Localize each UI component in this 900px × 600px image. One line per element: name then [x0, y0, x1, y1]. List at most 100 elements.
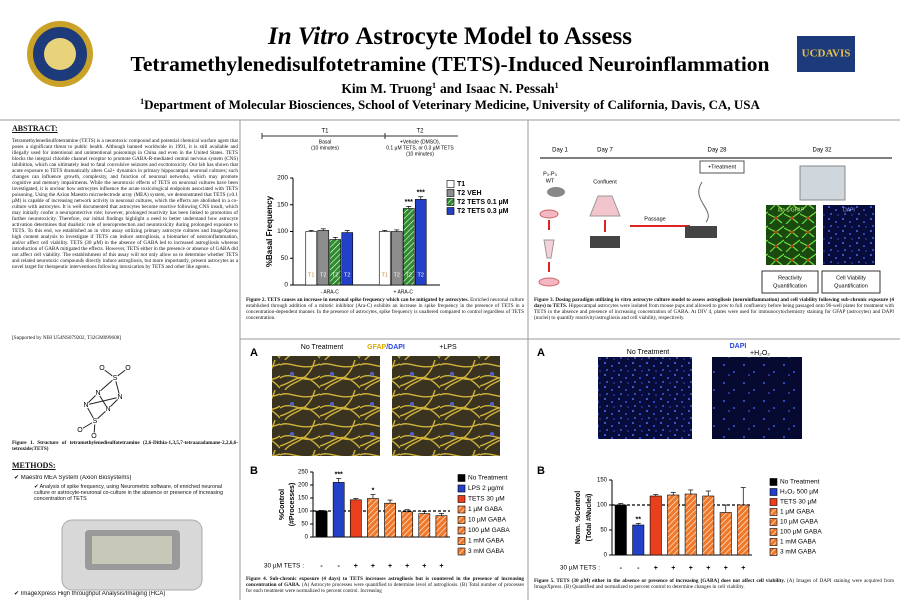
atom-bg — [82, 401, 90, 409]
timeline-label: T2 — [416, 129, 424, 135]
legend-label: 1 µM GABA — [780, 509, 815, 516]
title-rest: Astrocyte Model to Assess — [355, 23, 632, 50]
stain-label: DAPI — [730, 343, 747, 350]
error-bar — [406, 206, 412, 209]
affiliation-sup: 1 — [140, 97, 144, 106]
box-label: Quantification — [773, 283, 807, 289]
panel-label: B — [250, 465, 258, 477]
microscope — [799, 165, 846, 201]
significance: ** — [636, 516, 642, 523]
abstract-text: Tetramethylenedisulfotetramine (TETS) is… — [12, 138, 238, 270]
legend-swatch — [457, 537, 466, 545]
logo-text: UCDAVIS — [802, 48, 851, 60]
caption-title: Figure 4. Sub-chronic exposure (4 days) … — [246, 576, 524, 588]
y-tick-label: 200 — [277, 175, 288, 182]
stain-label: GFAP/DAPI — [367, 344, 405, 351]
atom: N — [83, 402, 88, 409]
legend-swatch — [446, 207, 455, 215]
flask — [589, 195, 621, 217]
error-bar — [705, 490, 711, 496]
bar — [719, 512, 732, 556]
atom: S — [93, 418, 98, 425]
legend-swatch — [446, 198, 455, 206]
panel-label: A — [250, 347, 258, 359]
author-sup: 1 — [432, 81, 436, 90]
treatment-sign: + — [654, 565, 658, 572]
treatment-label: +Treatment — [708, 164, 737, 170]
timeline-text: (10 minutes) — [406, 151, 434, 157]
quant-box — [761, 270, 819, 294]
box-label: Cell Viability — [836, 275, 866, 281]
legend-swatch — [457, 495, 466, 503]
author: Isaac N. Pessah — [466, 81, 555, 96]
legend-label: T2 VEH — [457, 190, 482, 197]
panel-label: B — [537, 465, 545, 477]
fig2-caption: Figure 2. TETS causes an increase in neu… — [246, 297, 524, 337]
fig5-caption: Figure 5. TETS (30 µM) either in the abs… — [534, 578, 894, 600]
image-label: No Treatment — [301, 344, 343, 351]
significance: *** — [405, 199, 413, 206]
timeline-text: Basal — [319, 139, 332, 145]
bond — [85, 396, 121, 406]
micrograph-lps — [392, 356, 500, 456]
legend-swatch — [769, 528, 778, 536]
error-bar — [370, 494, 376, 499]
bar-label: T2 — [394, 272, 400, 278]
caption-text: Enriched neuronal culture established th… — [246, 297, 524, 321]
logo-left — [27, 21, 93, 87]
legend-label: 1 mM GABA — [468, 538, 505, 545]
bar — [614, 504, 627, 556]
bond — [97, 377, 116, 394]
legend-swatch — [457, 516, 466, 524]
caption-text: (A) Images of DAPI staining were acquire… — [534, 578, 894, 590]
x-tick-label: + ARA-C — [393, 289, 413, 295]
y-tick-label: 200 — [298, 483, 309, 489]
treatment-sign: + — [439, 563, 443, 570]
atom-bg — [124, 364, 132, 372]
bar-label: T2 — [332, 272, 338, 278]
legend-label: 10 µM GABA — [780, 519, 819, 526]
treatment-sign: + — [741, 565, 745, 572]
mouse-label: WT — [546, 178, 555, 184]
box-label: Quantification — [834, 283, 868, 289]
micrograph-green — [766, 205, 816, 265]
error-bar — [740, 487, 746, 505]
method-item: ✔ Maestro MEA System (Axion Biosystems) — [14, 475, 132, 481]
atom: O — [125, 365, 131, 372]
error-bar — [670, 492, 676, 495]
tube — [543, 239, 555, 259]
caption-text: Hippocampal astrocytes were isolated fro… — [534, 303, 894, 321]
atom: N — [117, 394, 122, 401]
affiliation-text: Department of Molecular Biosciences, Sch… — [144, 97, 760, 112]
micrograph-control — [598, 357, 692, 439]
bar-label: T1 — [308, 272, 314, 278]
treatment-sign: + — [388, 563, 392, 570]
bar — [649, 495, 662, 556]
y-tick-label: 250 — [298, 470, 309, 476]
bar — [315, 510, 328, 538]
author: Kim M. Truong — [341, 81, 432, 96]
micrograph-blue — [823, 205, 875, 265]
bar — [667, 494, 680, 556]
error-bar — [344, 230, 350, 233]
legend-label: T1 — [457, 181, 465, 188]
image-label: +LPS — [439, 344, 457, 351]
flask-label: Confluent — [593, 179, 617, 185]
bar-label: T2 — [344, 272, 350, 278]
seal-core — [44, 38, 76, 70]
bar — [632, 524, 645, 556]
error-bar — [418, 196, 424, 200]
y-tick-label: 0 — [604, 553, 608, 559]
day-label: Day 32 — [812, 148, 832, 154]
error-bar — [320, 228, 326, 231]
day-label: Day 7 — [597, 148, 613, 154]
atom-bg — [98, 364, 106, 372]
mea-device — [61, 519, 203, 591]
micrograph-h2o2 — [712, 357, 802, 439]
treatment-sign: + — [671, 565, 675, 572]
dish — [539, 209, 559, 219]
mouse — [547, 187, 565, 197]
atom-bg — [76, 426, 84, 434]
stain-dapi: /DAPI — [386, 344, 405, 351]
legend-label: TETS 30 µM — [468, 496, 505, 503]
